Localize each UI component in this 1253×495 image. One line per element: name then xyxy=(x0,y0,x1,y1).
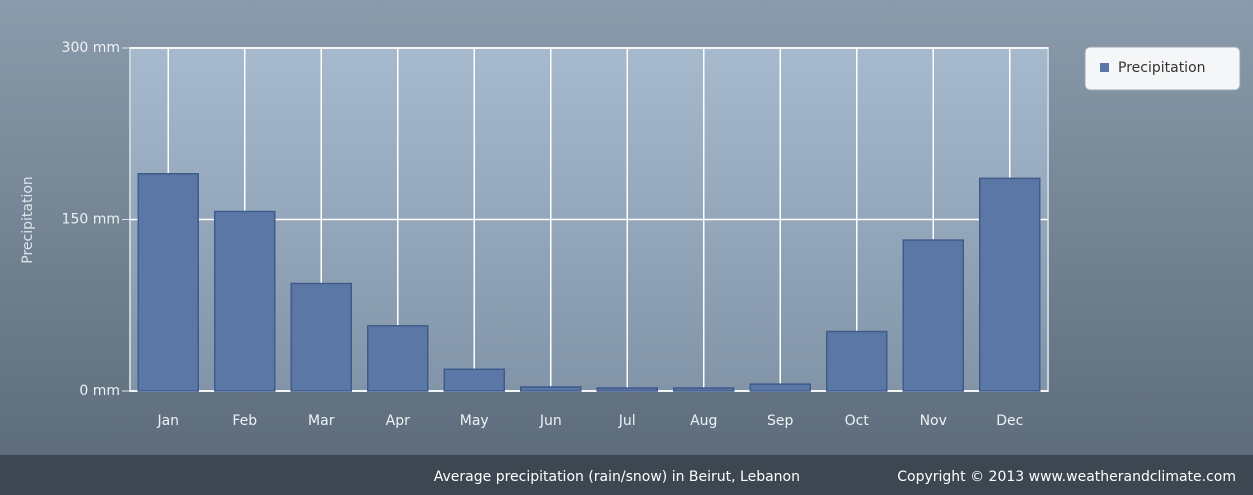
x-tick-label: Jul xyxy=(618,413,636,429)
y-axis-label: Precipitation xyxy=(20,176,36,264)
x-tick-label: Jun xyxy=(539,413,562,429)
x-tick-label: Sep xyxy=(767,413,794,429)
caption: Average precipitation (rain/snow) in Bei… xyxy=(434,469,800,485)
x-tick-label: Mar xyxy=(308,413,335,429)
bar xyxy=(367,325,429,392)
bar xyxy=(596,387,658,392)
x-tick-label: Oct xyxy=(845,413,870,429)
bar xyxy=(979,177,1041,392)
x-tick-label: Aug xyxy=(690,413,717,429)
x-tick-label: Jan xyxy=(156,413,179,429)
bar xyxy=(290,282,352,392)
x-tick-label: Nov xyxy=(920,413,947,429)
bars xyxy=(137,173,1041,392)
copyright: Copyright © 2013 www.weatherandclimate.c… xyxy=(897,469,1236,485)
legend-label: Precipitation xyxy=(1118,60,1206,76)
bar xyxy=(520,386,582,392)
x-tick-label: Apr xyxy=(386,413,410,429)
y-tick-label: 0 mm xyxy=(79,383,120,399)
bar xyxy=(137,173,199,392)
y-tick-label: 150 mm xyxy=(62,212,120,228)
bar xyxy=(214,210,276,392)
bar xyxy=(443,368,505,392)
legend-swatch xyxy=(1100,63,1109,72)
bar xyxy=(749,383,811,392)
bar xyxy=(826,330,888,392)
legend xyxy=(1084,46,1241,91)
x-tick-label: Feb xyxy=(232,413,257,429)
x-tick-label: Dec xyxy=(996,413,1023,429)
bar xyxy=(673,387,735,392)
y-tick-label: 300 mm xyxy=(62,40,120,56)
x-tick-label: May xyxy=(460,413,489,429)
bar xyxy=(902,239,964,392)
footer xyxy=(0,455,1253,495)
